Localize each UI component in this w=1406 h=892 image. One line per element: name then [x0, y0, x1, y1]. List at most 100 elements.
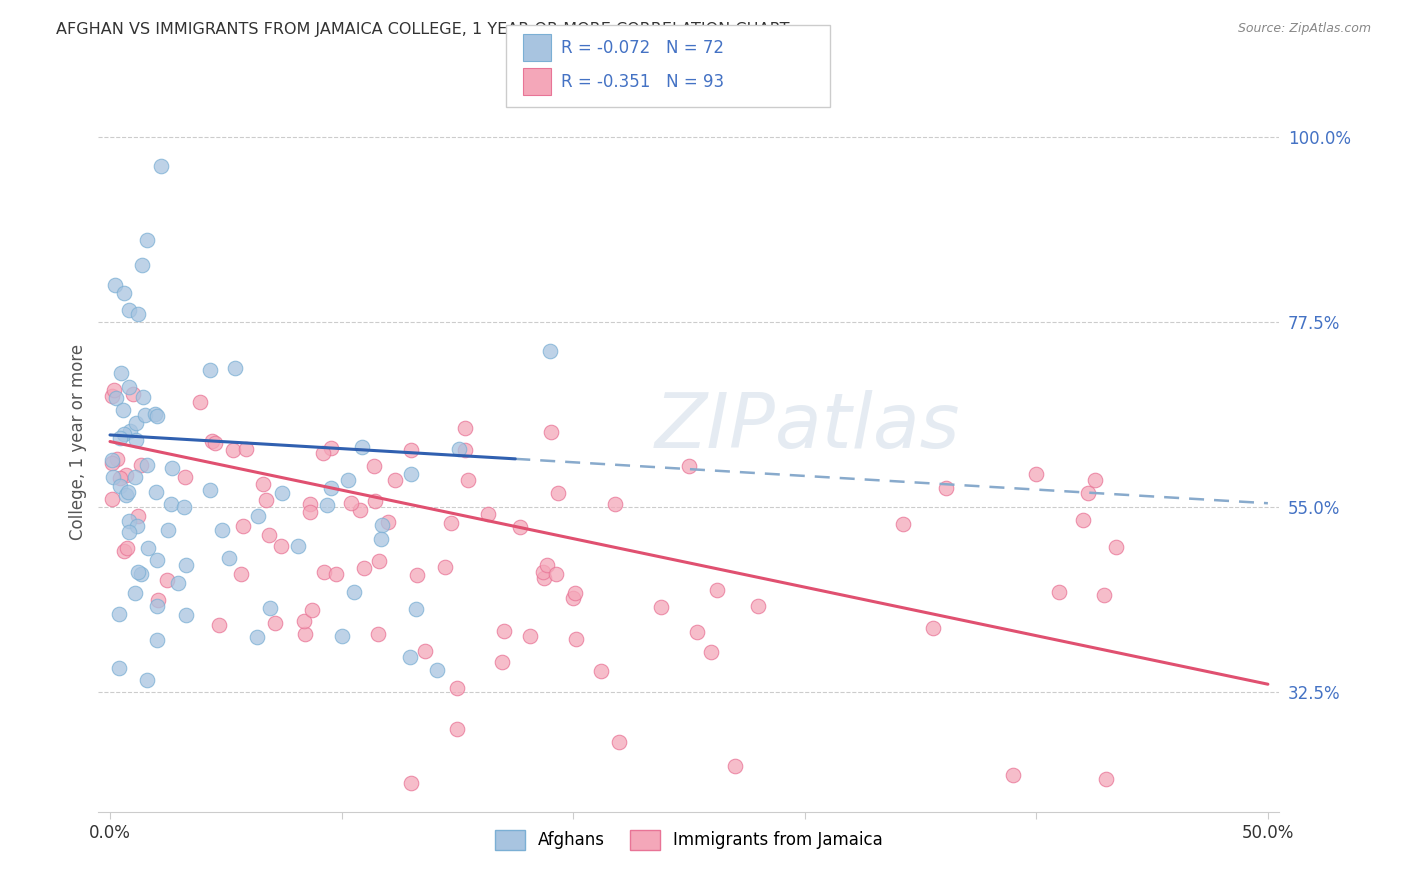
- Point: [108, 607, 131, 621]
- Point: [112, 402, 135, 417]
- Point: [108, 431, 131, 445]
- Point: [533, 571, 555, 585]
- Point: [433, 560, 456, 574]
- Point: [127, 509, 149, 524]
- Point: [454, 442, 477, 457]
- Point: [509, 519, 531, 533]
- Point: [292, 615, 315, 629]
- Text: R = -0.072   N = 72: R = -0.072 N = 72: [561, 39, 724, 57]
- Point: [125, 519, 148, 533]
- Point: [399, 776, 422, 790]
- Point: [136, 541, 159, 555]
- Point: [247, 508, 270, 523]
- Point: [115, 541, 138, 555]
- Point: [446, 681, 468, 696]
- Point: [132, 390, 155, 404]
- Point: [173, 500, 195, 514]
- Point: [145, 484, 167, 499]
- Point: [101, 491, 124, 506]
- Point: [101, 456, 124, 470]
- Legend: Afghans, Immigrants from Jamaica: Afghans, Immigrants from Jamaica: [488, 823, 890, 856]
- Point: [531, 566, 554, 580]
- Point: [299, 505, 322, 519]
- Point: [136, 233, 159, 247]
- Point: [377, 516, 399, 530]
- Point: [156, 523, 179, 537]
- Point: [101, 389, 124, 403]
- Point: [399, 649, 422, 664]
- Point: [229, 567, 252, 582]
- Point: [270, 486, 292, 500]
- Point: [136, 673, 159, 687]
- Point: [319, 442, 342, 456]
- Point: [263, 615, 285, 630]
- Point: [367, 627, 389, 641]
- Point: [222, 443, 245, 458]
- Point: [118, 514, 141, 528]
- Point: [117, 485, 139, 500]
- Point: [121, 387, 143, 401]
- Point: [103, 383, 125, 397]
- Point: [547, 485, 569, 500]
- Point: [149, 159, 172, 173]
- Point: [129, 458, 152, 472]
- Point: [603, 497, 626, 511]
- Point: [364, 493, 387, 508]
- Point: [349, 503, 371, 517]
- Point: [198, 363, 221, 377]
- Point: [1084, 473, 1107, 487]
- Text: AFGHAN VS IMMIGRANTS FROM JAMAICA COLLEGE, 1 YEAR OR MORE CORRELATION CHART: AFGHAN VS IMMIGRANTS FROM JAMAICA COLLEG…: [56, 22, 790, 37]
- Point: [350, 440, 373, 454]
- Point: [686, 624, 709, 639]
- Point: [536, 558, 558, 572]
- Point: [650, 599, 672, 614]
- Point: [174, 558, 197, 573]
- Point: [224, 360, 246, 375]
- Point: [105, 452, 128, 467]
- Point: [160, 497, 183, 511]
- Text: ZIPatlas: ZIPatlas: [654, 390, 960, 464]
- Point: [337, 473, 360, 487]
- Point: [127, 307, 149, 321]
- Point: [198, 483, 221, 497]
- Point: [384, 473, 406, 487]
- Point: [146, 593, 169, 607]
- Point: [108, 661, 131, 675]
- Point: [174, 470, 197, 484]
- Point: [1071, 513, 1094, 527]
- Point: [110, 366, 132, 380]
- Point: [544, 567, 567, 582]
- Point: [316, 498, 339, 512]
- Point: [143, 407, 166, 421]
- Point: [270, 539, 292, 553]
- Point: [190, 394, 212, 409]
- Point: [299, 497, 322, 511]
- Point: [371, 517, 394, 532]
- Point: [104, 392, 127, 406]
- Point: [124, 433, 146, 447]
- Point: [591, 664, 613, 678]
- Point: [211, 523, 233, 537]
- Point: [127, 566, 149, 580]
- Point: [101, 469, 124, 483]
- Point: [564, 586, 586, 600]
- Point: [146, 553, 169, 567]
- Point: [112, 286, 135, 301]
- Point: [201, 434, 224, 448]
- Point: [440, 516, 463, 531]
- Point: [921, 621, 943, 635]
- Point: [218, 550, 240, 565]
- Point: [454, 421, 477, 435]
- Point: [112, 427, 135, 442]
- Point: [1025, 467, 1047, 482]
- Point: [405, 567, 427, 582]
- Point: [565, 632, 588, 647]
- Point: [108, 470, 131, 484]
- Point: [353, 561, 375, 575]
- Y-axis label: College, 1 year or more: College, 1 year or more: [69, 343, 87, 540]
- Point: [312, 445, 335, 459]
- Point: [174, 607, 197, 622]
- Point: [134, 408, 156, 422]
- Point: [287, 539, 309, 553]
- Point: [724, 759, 747, 773]
